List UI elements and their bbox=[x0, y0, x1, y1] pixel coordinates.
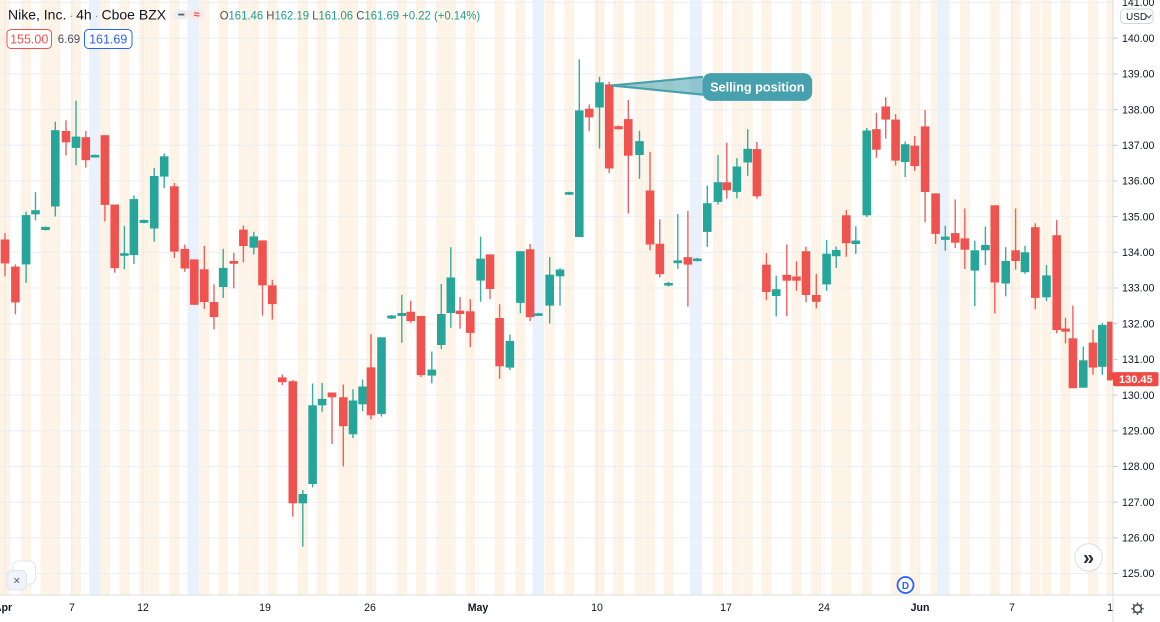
svg-text:O161.46 H162.19 L161.06 C161.6: O161.46 H162.19 L161.06 C161.69 +0.22 (+… bbox=[220, 8, 481, 22]
svg-text:Jun: Jun bbox=[911, 602, 930, 614]
svg-text:132.00: 132.00 bbox=[1122, 318, 1155, 330]
svg-text:129.00: 129.00 bbox=[1122, 426, 1155, 438]
svg-text:7: 7 bbox=[1009, 602, 1015, 614]
svg-text:137.00: 137.00 bbox=[1122, 140, 1155, 152]
svg-text:126.00: 126.00 bbox=[1122, 533, 1155, 545]
svg-text:12: 12 bbox=[137, 602, 149, 614]
svg-text:134.00: 134.00 bbox=[1122, 247, 1155, 259]
svg-text:130.00: 130.00 bbox=[1122, 390, 1155, 402]
svg-text:26: 26 bbox=[364, 602, 376, 614]
svg-text:Selling position: Selling position bbox=[710, 81, 804, 95]
svg-text:24: 24 bbox=[818, 602, 830, 614]
svg-text:14: 14 bbox=[1107, 602, 1119, 614]
svg-text:May: May bbox=[468, 602, 489, 614]
svg-text:161.69: 161.69 bbox=[89, 32, 127, 46]
svg-text:131.00: 131.00 bbox=[1122, 354, 1155, 366]
svg-text:D: D bbox=[902, 581, 909, 592]
svg-text:Nike, Inc. · 4h · Cboe BZX: Nike, Inc. · 4h · Cboe BZX bbox=[8, 7, 167, 23]
svg-text:133.00: 133.00 bbox=[1122, 283, 1155, 295]
svg-text:127.00: 127.00 bbox=[1122, 497, 1155, 509]
svg-text:×: × bbox=[13, 574, 20, 588]
svg-text:141.00: 141.00 bbox=[1122, 0, 1155, 9]
svg-text:17: 17 bbox=[720, 602, 732, 614]
svg-text:USD: USD bbox=[1126, 12, 1147, 23]
svg-text:≈: ≈ bbox=[193, 9, 199, 21]
svg-text:138.00: 138.00 bbox=[1122, 104, 1155, 116]
svg-text:6.69: 6.69 bbox=[58, 34, 80, 46]
svg-text:10: 10 bbox=[591, 602, 603, 614]
svg-text:139.00: 139.00 bbox=[1122, 69, 1155, 81]
svg-text:135.00: 135.00 bbox=[1122, 211, 1155, 223]
svg-text:125.00: 125.00 bbox=[1122, 568, 1155, 580]
svg-text:19: 19 bbox=[259, 602, 271, 614]
svg-text:136.00: 136.00 bbox=[1122, 176, 1155, 188]
svg-text:Apr: Apr bbox=[0, 602, 12, 614]
svg-text:128.00: 128.00 bbox=[1122, 461, 1155, 473]
svg-text:7: 7 bbox=[69, 602, 75, 614]
svg-text:130.45: 130.45 bbox=[1119, 374, 1153, 386]
svg-text:140.00: 140.00 bbox=[1122, 33, 1155, 45]
svg-text:155.00: 155.00 bbox=[10, 32, 48, 46]
svg-text:»: » bbox=[1083, 548, 1094, 570]
